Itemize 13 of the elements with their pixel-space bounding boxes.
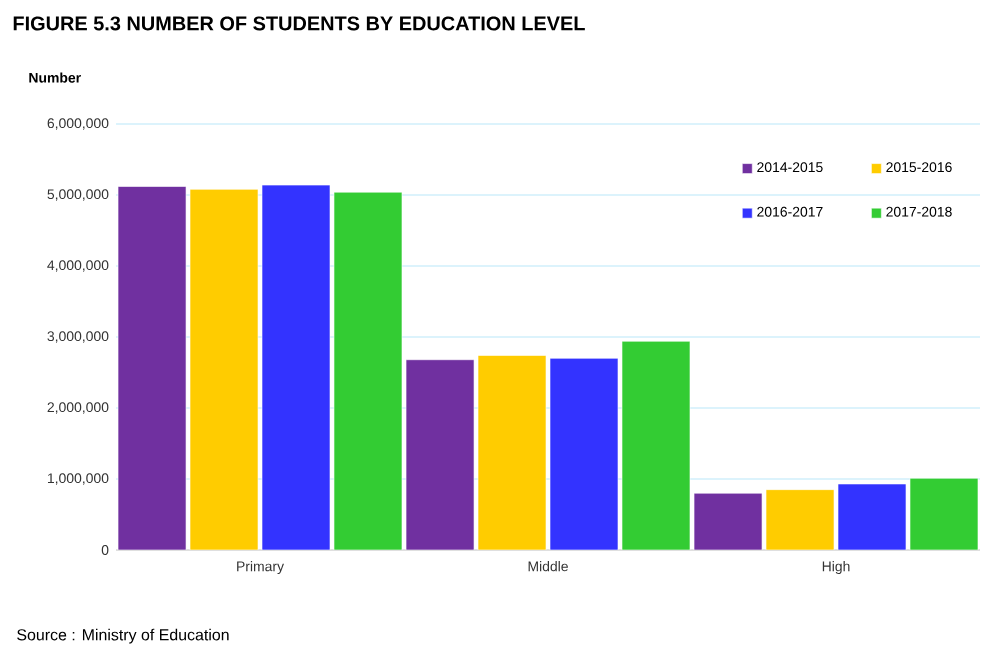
- bar: [693, 492, 763, 550]
- bar: [549, 358, 619, 550]
- bar: [621, 340, 691, 550]
- bar: [333, 191, 403, 550]
- bar: [261, 184, 331, 550]
- chart-title: FIGURE 5.3 NUMBER OF STUDENTS BY EDUCATION LEVEL: [13, 16, 585, 31]
- bar: [477, 355, 547, 550]
- bar: [837, 483, 907, 550]
- bar: [765, 489, 835, 550]
- bar: [117, 186, 187, 550]
- bar: [189, 189, 259, 550]
- bar: [909, 477, 979, 550]
- bar: [405, 359, 475, 550]
